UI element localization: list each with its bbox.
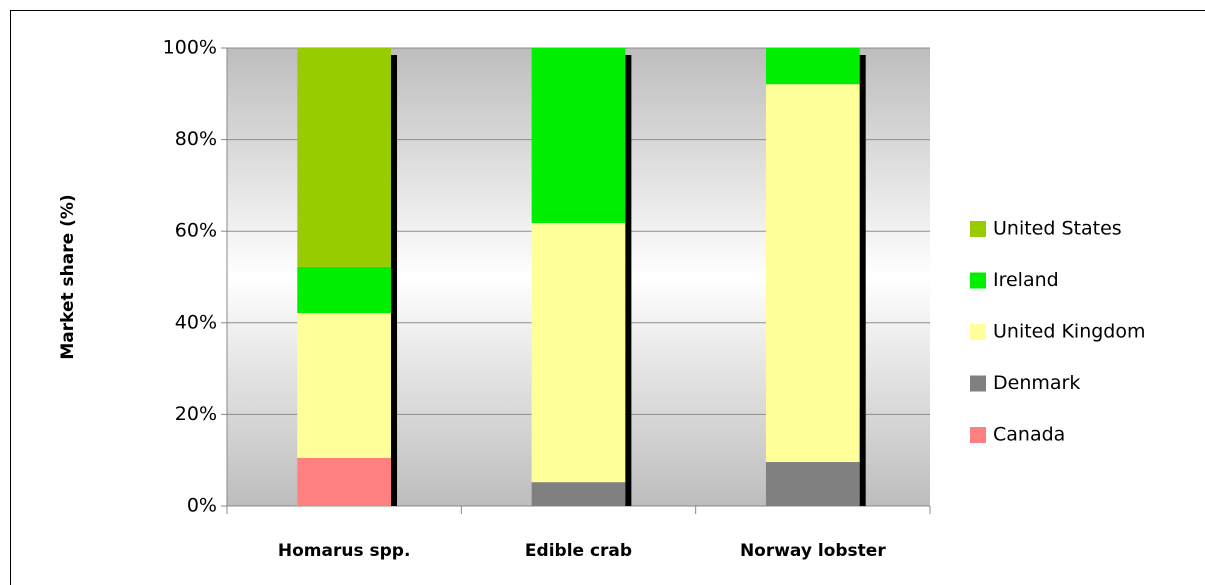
bar-segment <box>297 313 392 458</box>
bar-shadow <box>625 55 632 506</box>
legend-swatch <box>970 272 986 289</box>
legend-label: Denmark <box>993 372 1080 394</box>
y-tick-label: 40% <box>175 311 217 333</box>
x-tick-label: Norway lobster <box>740 541 886 561</box>
bar-segment <box>531 48 626 223</box>
bar-segment <box>531 482 626 506</box>
legend-swatch <box>970 427 986 443</box>
legend-label: United States <box>993 218 1122 240</box>
bar-segment <box>531 222 626 483</box>
legend-label: United Kingdom <box>993 321 1146 343</box>
bar-segment <box>765 462 860 506</box>
legend-label: Canada <box>993 424 1065 446</box>
y-tick-label: 0% <box>187 495 217 517</box>
bar-shadow <box>859 55 866 506</box>
y-tick-label: 60% <box>175 220 217 242</box>
legend-swatch <box>970 375 986 392</box>
bar-segment <box>297 266 392 314</box>
bar-segment <box>765 84 860 463</box>
y-tick-label: 100% <box>163 37 217 59</box>
bar-segment <box>297 457 392 506</box>
y-tick-label: 20% <box>175 403 217 425</box>
legend-label: Ireland <box>993 269 1059 291</box>
y-tick-label: 80% <box>175 128 217 150</box>
bar-shadow <box>391 55 398 506</box>
x-tick-label: Edible crab <box>525 541 632 561</box>
bar-segment <box>765 48 860 85</box>
x-tick-label: Homarus spp. <box>278 541 411 561</box>
y-axis-label: Market share (%) <box>58 194 78 359</box>
legend-swatch <box>970 221 986 237</box>
bar-segment <box>297 48 392 267</box>
legend-swatch <box>970 324 986 340</box>
